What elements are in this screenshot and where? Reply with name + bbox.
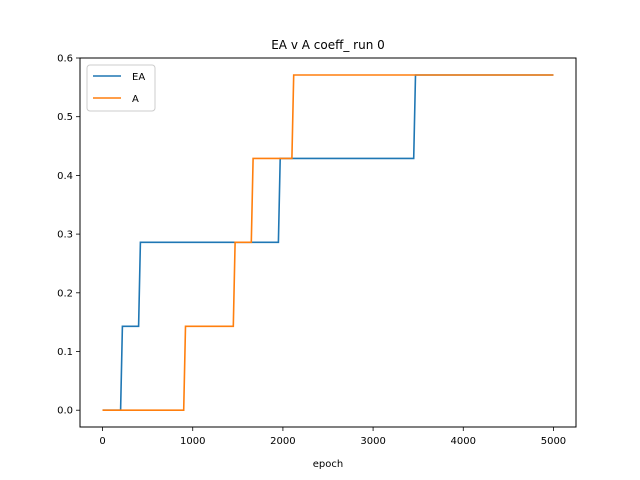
x-tick-label: 4000 [451,436,476,447]
x-tick-label: 2000 [270,436,295,447]
y-tick-label: 0.1 [57,347,73,358]
y-tick-label: 0.5 [57,112,73,123]
x-tick-label: 0 [99,436,105,447]
plot-frame [79,57,577,428]
x-tick-label: 3000 [360,436,385,447]
y-tick-label: 0.4 [57,171,73,182]
y-tick-label: 0.0 [57,406,73,417]
legend-label-ea: EA [132,72,145,83]
plot-lines [102,74,554,412]
y-tick-label: 0.3 [57,230,73,241]
y-tick-label: 0.6 [57,54,73,65]
chart-title: EA v A coeff_ run 0 [271,38,385,52]
x-axis-ticks: 0 1000 2000 3000 4000 5000 [99,427,566,447]
y-axis-ticks: 0.0 0.1 0.2 0.3 0.4 0.5 0.6 [57,54,80,417]
legend: EA A [86,64,156,112]
x-tick-label: 5000 [541,436,566,447]
y-tick-label: 0.2 [57,288,73,299]
x-tick-label: 1000 [180,436,205,447]
legend-label-a: A [132,94,139,105]
x-axis-label: epoch [313,459,343,470]
series-line-a [102,74,554,412]
series-line-ea [102,74,554,412]
